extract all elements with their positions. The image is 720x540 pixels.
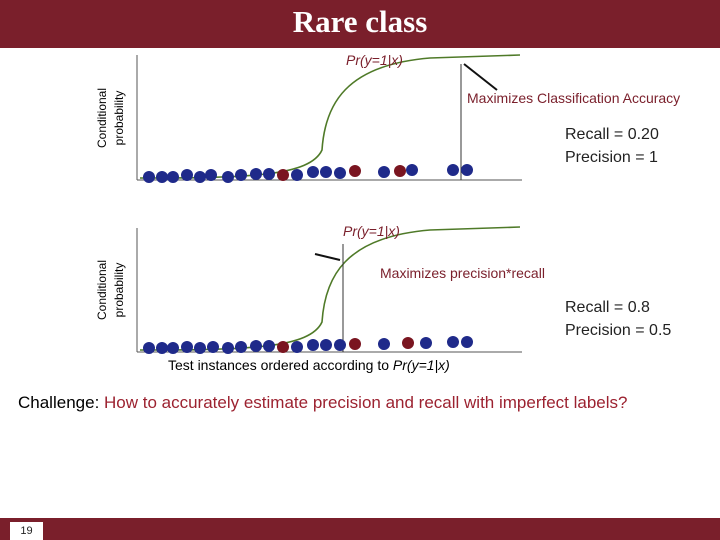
bottom-recall-text: Recall = 0.8 <box>565 299 650 316</box>
dot-negative <box>167 171 179 183</box>
top-annotation-pointer <box>463 63 498 91</box>
dot-negative <box>461 164 473 176</box>
dot-negative <box>143 342 155 354</box>
dot-negative <box>263 168 275 180</box>
top-panel: Conditional probability Pr(y=1|x) Maximi… <box>95 52 680 183</box>
dot-negative <box>194 342 206 354</box>
bottom-annotation: Maximizes precision*recall <box>380 265 545 281</box>
dot-negative <box>406 164 418 176</box>
top-precision-text: Precision = 1 <box>565 149 658 166</box>
bottom-annotation-pointer <box>314 253 341 261</box>
dot-positive <box>277 341 289 353</box>
bottom-dots <box>143 336 473 354</box>
dot-negative <box>378 338 390 350</box>
dot-negative <box>447 336 459 348</box>
title-bar <box>0 0 720 48</box>
top-annotation: Maximizes Classification Accuracy <box>467 90 680 106</box>
bottom-y-axis-label-line1: Conditional <box>95 260 109 320</box>
top-y-axis-label-line2: probability <box>112 91 126 146</box>
dot-negative <box>235 341 247 353</box>
dot-negative <box>205 169 217 181</box>
dot-negative <box>156 342 168 354</box>
dot-negative <box>263 340 275 352</box>
top-dots <box>143 164 473 183</box>
top-y-axis-label-line1: Conditional <box>95 88 109 148</box>
dot-negative <box>461 336 473 348</box>
dot-negative <box>420 337 432 349</box>
dot-positive <box>349 165 361 177</box>
top-sigmoid-curve <box>139 54 521 179</box>
bottom-x-axis-label-prefix: Test instances ordered according to <box>168 357 393 373</box>
page-number: 19 <box>10 522 43 540</box>
dot-negative <box>447 164 459 176</box>
challenge-statement: Challenge: How to accurately estimate pr… <box>18 393 718 413</box>
challenge-text: How to accurately estimate precision and… <box>104 393 628 412</box>
dot-positive <box>394 165 406 177</box>
bottom-y-axis-label-line2: probability <box>112 263 126 318</box>
challenge-label: Challenge <box>18 393 95 412</box>
dot-negative <box>320 166 332 178</box>
dot-negative <box>334 339 346 351</box>
dot-negative <box>307 339 319 351</box>
dot-negative <box>143 171 155 183</box>
dot-negative <box>235 169 247 181</box>
dot-positive <box>277 169 289 181</box>
dot-negative <box>320 339 332 351</box>
dot-negative <box>194 171 206 183</box>
dot-negative <box>291 169 303 181</box>
bottom-sigmoid-curve <box>139 226 521 351</box>
dot-positive <box>349 338 361 350</box>
dot-negative <box>222 171 234 183</box>
bottom-panel: Conditional probability Pr(y=1|x) Maximi… <box>95 223 671 373</box>
dot-negative <box>250 168 262 180</box>
slide-title: Rare class <box>292 4 428 39</box>
dot-negative <box>156 171 168 183</box>
dot-negative <box>250 340 262 352</box>
bottom-curve-label: Pr(y=1|x) <box>343 223 400 239</box>
bottom-x-axis-label-var: Pr(y=1|x) <box>393 357 450 373</box>
top-recall-text: Recall = 0.20 <box>565 126 659 143</box>
dot-negative <box>307 166 319 178</box>
dot-negative <box>334 167 346 179</box>
dot-negative <box>291 341 303 353</box>
dot-negative <box>207 341 219 353</box>
challenge-colon: : <box>94 393 105 412</box>
top-curve-label: Pr(y=1|x) <box>346 52 403 68</box>
dot-negative <box>378 166 390 178</box>
footer-bar <box>0 518 720 540</box>
dot-negative <box>181 341 193 353</box>
dot-positive <box>402 337 414 349</box>
bottom-precision-text: Precision = 0.5 <box>565 322 671 339</box>
dot-negative <box>167 342 179 354</box>
dot-negative <box>181 169 193 181</box>
dot-negative <box>222 342 234 354</box>
bottom-x-axis-label: Test instances ordered according to Pr(y… <box>168 357 450 373</box>
